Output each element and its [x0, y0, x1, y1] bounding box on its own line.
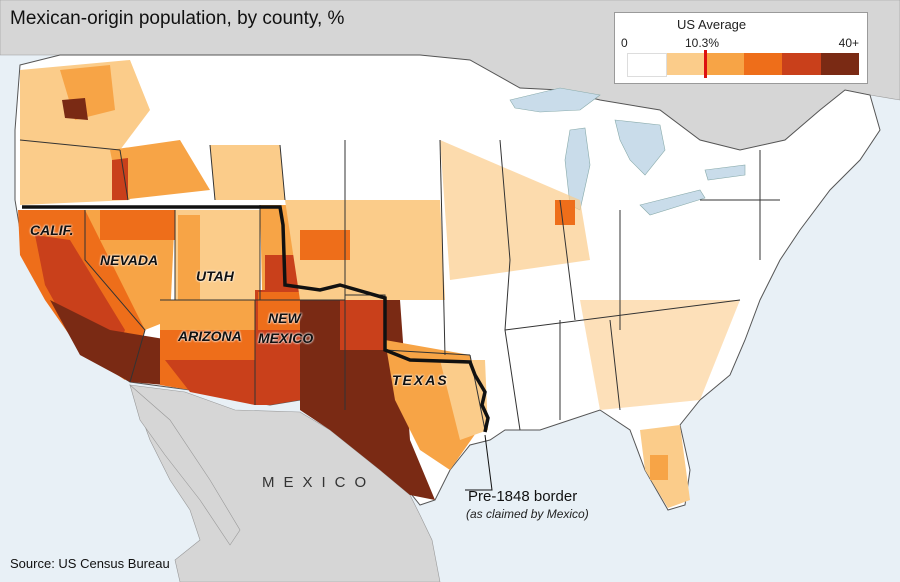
border-south-2 — [559, 319, 621, 420]
region-label-calif: CALIF. — [30, 222, 74, 238]
legend-max-label: 40+ — [838, 36, 859, 50]
shade-idaho-dark — [112, 158, 128, 200]
lake-superior — [509, 87, 601, 113]
region-label-texas: TEXAS — [392, 372, 449, 388]
border-wy — [209, 144, 286, 201]
legend-average-marker — [704, 50, 707, 78]
border-midwest-1 — [559, 199, 576, 321]
lake-huron — [614, 119, 666, 176]
shade-arizona-north — [160, 300, 255, 330]
border-annotation-pointer — [465, 434, 493, 491]
legend-swatch-2 — [705, 53, 744, 75]
mexico-land — [129, 384, 441, 582]
region-label-nevada: NEVADA — [100, 252, 159, 268]
legend-heading: US Average — [677, 17, 747, 32]
border-annotation-sublabel: (as claimed by Mexico) — [466, 507, 589, 521]
border-id — [119, 149, 129, 201]
county-shading — [18, 60, 740, 508]
lake-erie — [639, 189, 706, 216]
shade-midwest-light — [440, 140, 590, 280]
region-label-arizona: ARIZONA — [178, 328, 242, 344]
state-borders — [19, 139, 780, 431]
shade-oregon — [20, 140, 130, 205]
shade-arizona-south — [165, 360, 255, 405]
border-mississippi — [499, 139, 521, 431]
page-title: Mexican-origin population, by county, % — [10, 8, 345, 29]
baja-peninsula — [129, 384, 241, 546]
region-label-utah: UTAH — [196, 268, 234, 284]
border-south-1 — [504, 299, 741, 331]
lake-ontario — [704, 164, 746, 181]
legend-swatch-0 — [627, 53, 668, 77]
region-label-new-mexico-line2: MEXICO — [258, 330, 314, 346]
legend: US Average 0 10.3% 40+ — [614, 12, 868, 84]
border-annotation-label: Pre-1848 border — [468, 488, 578, 505]
shade-plains — [285, 200, 445, 300]
border-northeast — [700, 150, 780, 260]
pre-1848-border-line — [22, 205, 490, 433]
region-label-new-mexico-line1: NEW — [268, 310, 301, 326]
legend-swatch-1 — [667, 53, 706, 75]
shade-utah-dark — [178, 215, 200, 300]
shade-kansas-dark — [300, 230, 350, 260]
shade-idaho — [110, 140, 210, 200]
border-or-north — [19, 139, 121, 151]
legend-color-bar — [627, 53, 859, 77]
legend-swatch-4 — [782, 53, 821, 75]
shade-calif-south — [50, 300, 170, 385]
border-ca-nv — [84, 210, 146, 383]
shade-wyoming — [210, 145, 285, 200]
shade-wa-yakima — [62, 98, 88, 120]
shade-texas-panhandle — [340, 295, 385, 350]
shade-florida-dark — [650, 455, 668, 480]
shade-chicago — [555, 200, 575, 225]
legend-average-label: 10.3% — [685, 36, 720, 50]
region-label-mexico: MEXICO — [262, 474, 376, 491]
legend-min-label: 0 — [621, 36, 628, 50]
legend-swatch-3 — [743, 53, 783, 75]
shade-nevada-south — [100, 210, 175, 240]
border-plains-2 — [439, 139, 446, 356]
legend-swatch-5 — [820, 53, 859, 75]
source-note: Source: US Census Bureau — [10, 556, 170, 571]
